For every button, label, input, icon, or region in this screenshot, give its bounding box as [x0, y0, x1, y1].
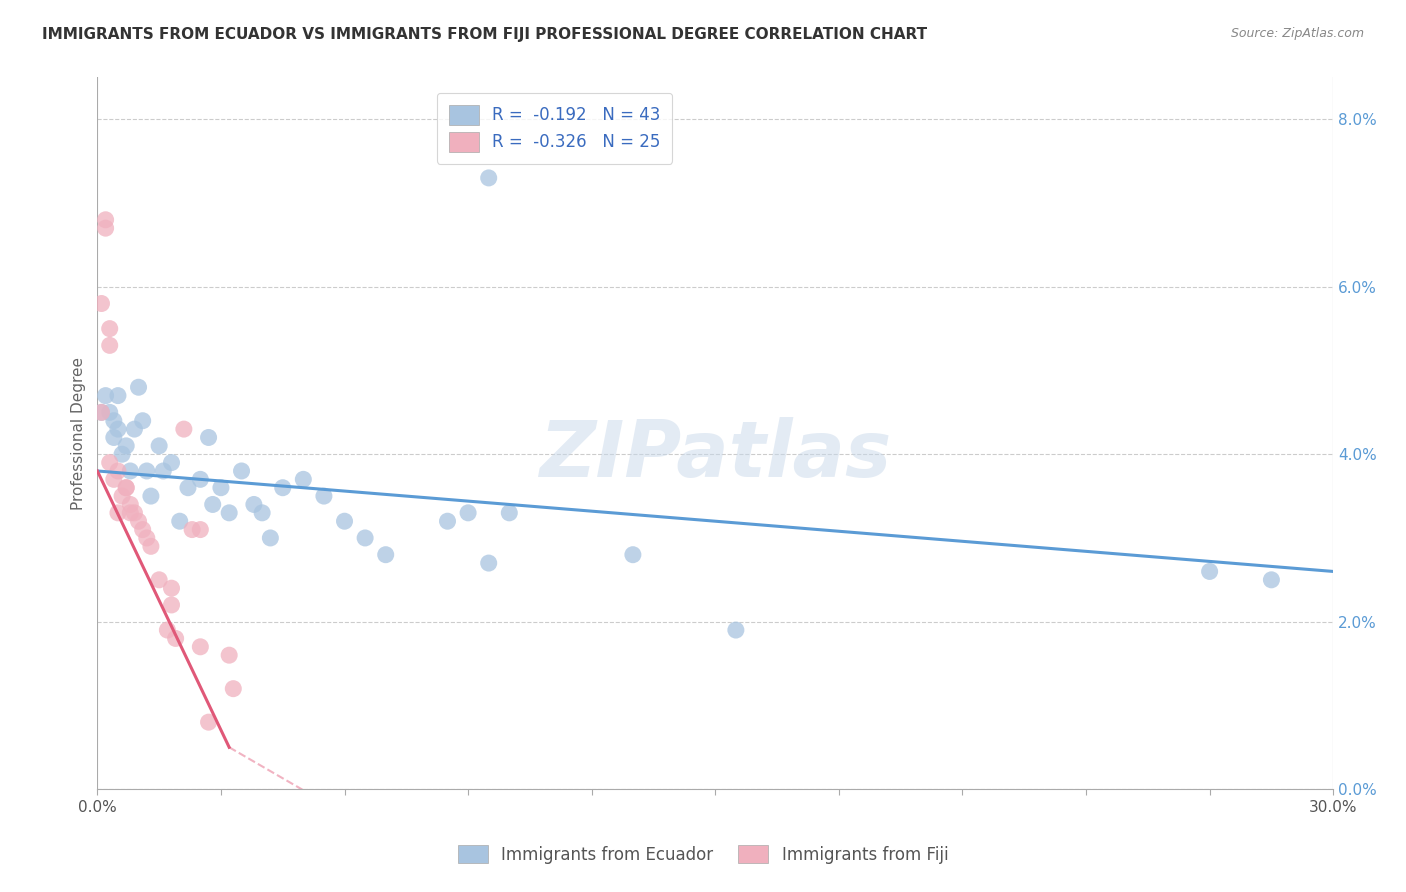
- Y-axis label: Professional Degree: Professional Degree: [72, 357, 86, 510]
- Point: [188, 523, 211, 537]
- Point: [478, 556, 501, 570]
- Point: [259, 531, 281, 545]
- Point: [478, 170, 501, 185]
- Point: [98, 321, 121, 335]
- Point: [128, 514, 150, 528]
- Point: [98, 338, 121, 352]
- Point: [312, 489, 335, 503]
- Point: [1260, 573, 1282, 587]
- Text: IMMIGRANTS FROM ECUADOR VS IMMIGRANTS FROM FIJI PROFESSIONAL DEGREE CORRELATION : IMMIGRANTS FROM ECUADOR VS IMMIGRANTS FR…: [42, 27, 928, 42]
- Point: [139, 539, 162, 553]
- Point: [201, 498, 224, 512]
- Point: [165, 632, 187, 646]
- Point: [177, 481, 200, 495]
- Point: [103, 414, 125, 428]
- Point: [209, 481, 232, 495]
- Point: [94, 212, 117, 227]
- Point: [111, 489, 134, 503]
- Point: [148, 573, 170, 587]
- Point: [128, 380, 150, 394]
- Point: [120, 498, 142, 512]
- Point: [94, 221, 117, 235]
- Point: [218, 506, 240, 520]
- Point: [333, 514, 356, 528]
- Point: [160, 581, 183, 595]
- Point: [222, 681, 245, 696]
- Point: [498, 506, 520, 520]
- Point: [271, 481, 294, 495]
- Point: [169, 514, 191, 528]
- Point: [107, 389, 129, 403]
- Point: [160, 598, 183, 612]
- Point: [139, 489, 162, 503]
- Point: [250, 506, 273, 520]
- Point: [218, 648, 240, 663]
- Text: Source: ZipAtlas.com: Source: ZipAtlas.com: [1230, 27, 1364, 40]
- Point: [292, 472, 315, 486]
- Point: [111, 447, 134, 461]
- Point: [107, 422, 129, 436]
- Point: [107, 464, 129, 478]
- Point: [621, 548, 644, 562]
- Point: [94, 389, 117, 403]
- Point: [98, 456, 121, 470]
- Point: [90, 296, 112, 310]
- Point: [115, 439, 138, 453]
- Point: [173, 422, 195, 436]
- Point: [120, 464, 142, 478]
- Point: [436, 514, 458, 528]
- Point: [90, 405, 112, 419]
- Point: [354, 531, 377, 545]
- Point: [724, 623, 747, 637]
- Point: [103, 472, 125, 486]
- Legend: R =  -0.192   N = 43, R =  -0.326   N = 25: R = -0.192 N = 43, R = -0.326 N = 25: [437, 93, 672, 163]
- Point: [156, 623, 179, 637]
- Point: [135, 464, 157, 478]
- Point: [98, 405, 121, 419]
- Point: [457, 506, 479, 520]
- Point: [124, 506, 146, 520]
- Point: [1198, 565, 1220, 579]
- Point: [107, 506, 129, 520]
- Point: [197, 715, 219, 730]
- Point: [135, 531, 157, 545]
- Point: [152, 464, 174, 478]
- Text: ZIPatlas: ZIPatlas: [538, 417, 891, 492]
- Point: [148, 439, 170, 453]
- Point: [131, 414, 153, 428]
- Point: [90, 405, 112, 419]
- Point: [115, 481, 138, 495]
- Point: [115, 481, 138, 495]
- Point: [124, 422, 146, 436]
- Point: [231, 464, 253, 478]
- Point: [197, 430, 219, 444]
- Point: [188, 640, 211, 654]
- Point: [120, 506, 142, 520]
- Point: [131, 523, 153, 537]
- Point: [160, 456, 183, 470]
- Point: [188, 472, 211, 486]
- Point: [374, 548, 396, 562]
- Legend: Immigrants from Ecuador, Immigrants from Fiji: Immigrants from Ecuador, Immigrants from…: [451, 838, 955, 871]
- Point: [103, 430, 125, 444]
- Point: [181, 523, 204, 537]
- Point: [243, 498, 266, 512]
